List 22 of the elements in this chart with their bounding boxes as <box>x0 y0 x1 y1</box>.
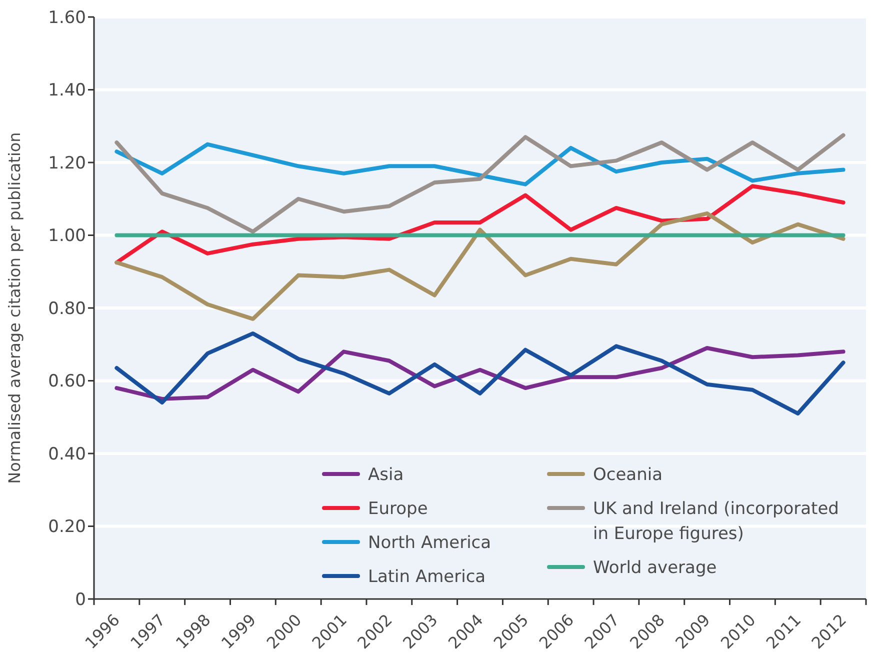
y-tick-label: 1.20 <box>48 153 86 174</box>
y-tick-label: 1.40 <box>48 80 86 101</box>
line-series <box>114 331 846 416</box>
y-tick-label: 0 <box>75 590 86 610</box>
y-tick-label: 0.60 <box>48 372 86 392</box>
line-series <box>114 142 846 186</box>
line-series <box>114 133 846 234</box>
legend-label: UK and Ireland (incorporated in Europe figures) <box>593 499 839 544</box>
y-tick-label: 0.20 <box>48 517 86 538</box>
y-axis-title: Normalised average citation per publication <box>5 132 24 484</box>
legend-label: North America <box>368 533 492 553</box>
legend-label: Oceania <box>593 465 663 485</box>
line-series <box>114 346 846 401</box>
legend-label: Asia <box>368 465 404 485</box>
legend-label: Latin America <box>368 567 486 587</box>
y-tick-label: 0.80 <box>48 298 86 319</box>
y-tick-label: 1.60 <box>48 8 86 28</box>
legend-label: World average <box>593 558 717 578</box>
y-tick-label: 1.00 <box>48 226 86 246</box>
line-series <box>114 211 846 321</box>
legend-label: Europe <box>368 499 428 519</box>
y-tick-label: 0.40 <box>48 444 86 464</box>
